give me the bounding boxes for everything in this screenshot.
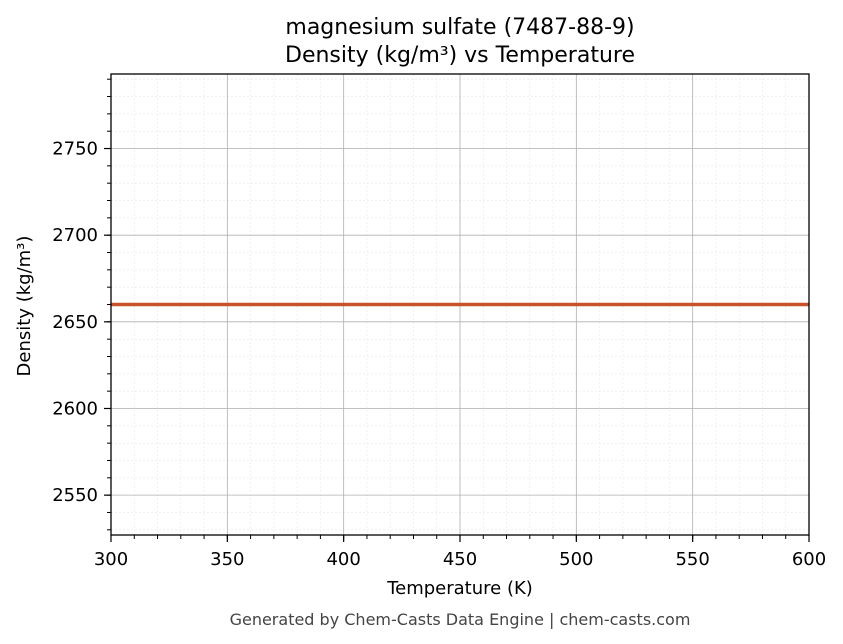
chart-title-line1: magnesium sulfate (7487-88-9) bbox=[285, 15, 634, 40]
x-tick-label: 600 bbox=[792, 549, 826, 570]
y-axis-label: Density (kg/m³) bbox=[14, 236, 35, 377]
x-tick-label: 300 bbox=[94, 549, 128, 570]
y-tick-label: 2650 bbox=[52, 312, 98, 333]
x-tick-label: 400 bbox=[326, 549, 360, 570]
x-tick-label: 500 bbox=[559, 549, 593, 570]
footer-credit: Generated by Chem-Casts Data Engine | ch… bbox=[230, 610, 691, 629]
y-tick-label: 2750 bbox=[52, 139, 98, 160]
x-tick-label: 450 bbox=[443, 549, 477, 570]
x-tick-label: 350 bbox=[210, 549, 244, 570]
y-tick-label: 2550 bbox=[52, 485, 98, 506]
y-tick-label: 2600 bbox=[52, 398, 98, 419]
x-axis-label: Temperature (K) bbox=[386, 578, 533, 599]
axis-ticks bbox=[104, 78, 810, 542]
chart-title-line2: Density (kg/m³) vs Temperature bbox=[285, 43, 635, 68]
x-tick-label: 550 bbox=[675, 549, 709, 570]
tick-labels: 300 350 400 450 500 550 600 2550 2600 2650 2700 275… bbox=[52, 139, 826, 570]
y-tick-label: 2700 bbox=[52, 225, 98, 246]
